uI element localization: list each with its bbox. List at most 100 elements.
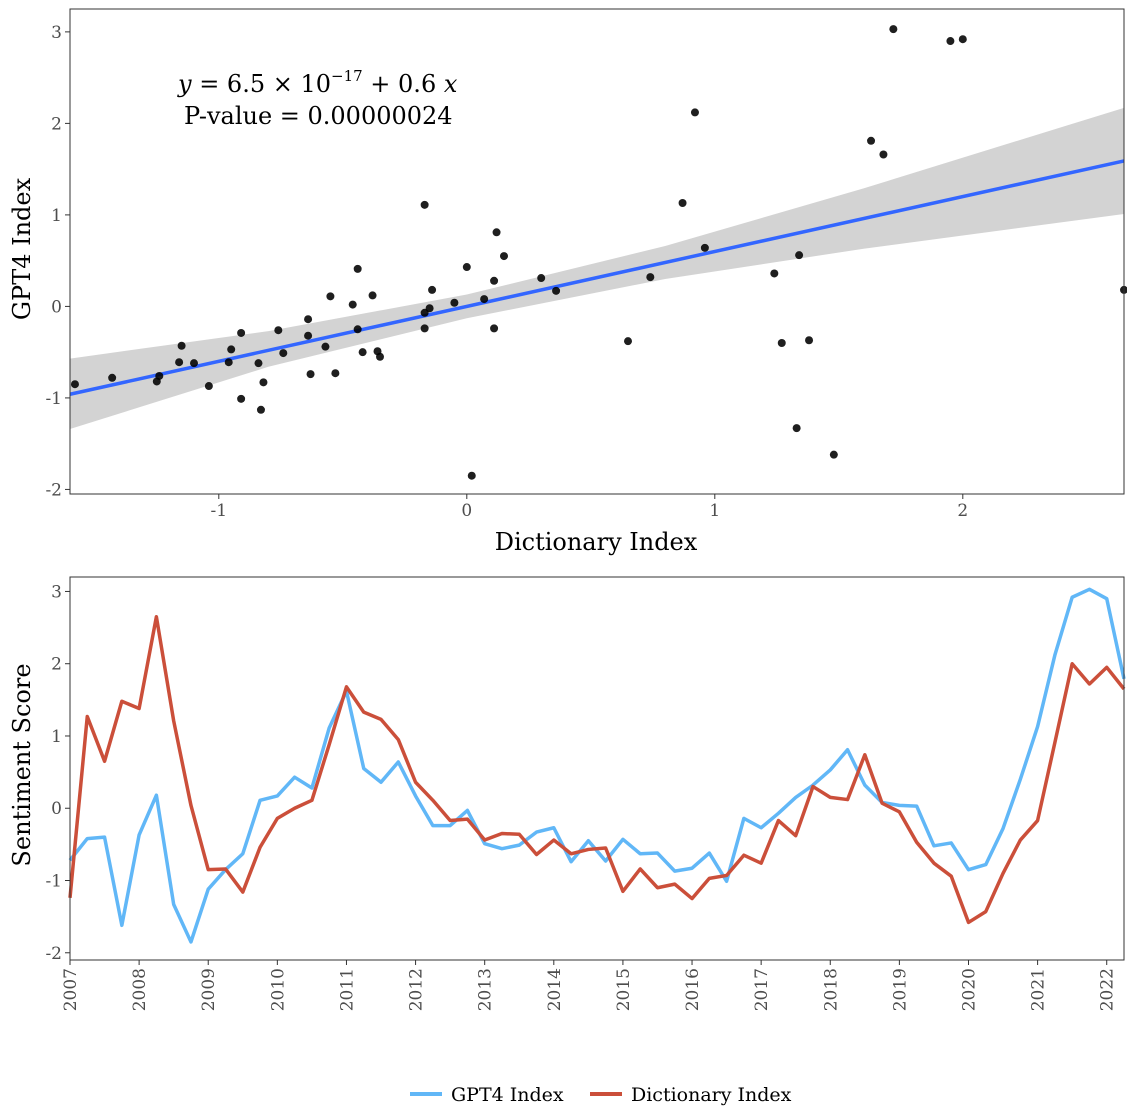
y-tick-label: 2: [51, 655, 62, 675]
scatter-point: [321, 342, 330, 351]
y-tick-label: 0: [51, 799, 62, 819]
scatter-point: [376, 352, 384, 361]
scatter-y-axis-ticks: -2 -1 0 1 2 3: [45, 23, 70, 500]
scatter-point: [805, 336, 814, 345]
scatter-point: [490, 276, 499, 285]
scatter-point: [274, 326, 283, 335]
x-tick-label: 0: [461, 501, 472, 521]
scatter-point: [368, 291, 377, 300]
scatter-point: [889, 25, 898, 34]
x-tick-label: 2012: [407, 968, 427, 1011]
regression-pvalue: P-value = 0.00000024: [184, 102, 453, 130]
scatter-point: [326, 292, 335, 301]
equation-body: = 6.5 × 10: [192, 70, 331, 98]
x-tick-label: 2008: [130, 968, 150, 1011]
x-tick-label: 2: [957, 501, 968, 521]
legend-label-gpt4-index: GPT4 Index: [451, 1084, 564, 1106]
scatter-point: [304, 315, 313, 324]
y-tick-label: -2: [45, 480, 62, 500]
y-tick-label: 3: [51, 23, 62, 43]
scatter-point: [829, 450, 838, 459]
scatter-point: [254, 359, 263, 368]
scatter-point: [879, 150, 888, 159]
scatter-point: [190, 359, 198, 368]
x-tick-label: -1: [211, 501, 228, 521]
scatter-point: [450, 298, 459, 307]
scatter-point: [420, 324, 429, 333]
scatter-point: [795, 251, 804, 260]
x-tick-label: 2022: [1098, 968, 1118, 1011]
confidence-band-layer: [70, 107, 1124, 430]
scatter-point: [537, 274, 546, 283]
scatter-point: [279, 349, 288, 358]
time-series-y-axis-ticks: -2 -1 0 1 2 3: [45, 582, 70, 964]
scatter-point: [462, 263, 471, 272]
scatter-point: [304, 331, 313, 340]
time-series-panel: 2007 2008 2009 2010 2011 2012 2013 2014 2015 2016…: [8, 576, 1126, 1011]
scatter-point: [552, 286, 561, 295]
scatter-y-axis-title: GPT4 Index: [8, 177, 36, 320]
time-series-y-axis-title: Sentiment Score: [8, 663, 36, 866]
scatter-point: [353, 264, 362, 273]
scatter-point: [108, 373, 117, 382]
scatter-point: [777, 339, 786, 348]
x-tick-label: 2019: [890, 968, 910, 1011]
scatter-point: [237, 394, 246, 403]
scatter-point: [155, 371, 164, 380]
scatter-point: [467, 471, 476, 480]
y-tick-label: -2: [45, 944, 62, 964]
y-tick-label: 0: [51, 297, 62, 317]
x-tick-label: 2010: [268, 968, 288, 1011]
scatter-point: [224, 358, 233, 367]
scatter-point: [227, 345, 236, 354]
scatter-point: [353, 325, 362, 334]
equation-x: x: [444, 70, 458, 98]
x-tick-label: 2021: [1029, 968, 1049, 1011]
scatter-point: [480, 295, 489, 304]
scatter-point: [177, 341, 186, 350]
scatter-point: [958, 35, 967, 44]
scatter-point: [867, 136, 876, 145]
scatter-point: [700, 243, 709, 252]
confidence-band: [70, 107, 1124, 430]
scatter-points-layer: [70, 25, 1127, 480]
y-tick-label: 1: [51, 206, 62, 226]
series-lines-layer: [68, 587, 1126, 944]
regression-equation: y = 6.5 × 10−17 + 0.6 x: [177, 67, 458, 98]
scatter-point: [770, 269, 779, 278]
scatter-point: [306, 370, 315, 379]
time-series-x-axis-ticks: 2007 2008 2009 2010 2011 2012 2013 2014 2015 2016…: [61, 960, 1118, 1011]
scatter-x-axis-ticks: -1 0 1 2: [211, 494, 968, 521]
scatter-point: [690, 108, 699, 117]
scatter-plot-panel: -1 0 1 2 -2 -1 0 1 2 3 y = 6.5 × 10−17 + 0.6 x P…: [8, 8, 1127, 556]
x-tick-label: 2007: [61, 968, 81, 1011]
x-tick-label: 2018: [821, 968, 841, 1011]
x-tick-label: 2017: [752, 968, 772, 1011]
scatter-point: [500, 252, 508, 261]
x-tick-label: 2013: [476, 968, 496, 1011]
x-tick-label: 2015: [614, 968, 634, 1011]
series-line-dictionary-index: [68, 614, 1126, 925]
equation-exponent: −17: [331, 67, 363, 85]
legend: GPT4 Index Dictionary Index: [410, 1084, 792, 1106]
scatter-point: [678, 199, 687, 207]
time-series-frame: [69, 576, 1125, 961]
scatter-point: [175, 358, 184, 367]
scatter-point: [358, 348, 367, 357]
x-tick-label: 2016: [683, 968, 703, 1011]
series-line-gpt4-index: [68, 587, 1126, 944]
scatter-point: [492, 228, 501, 237]
scatter-point: [946, 37, 955, 46]
scatter-point: [490, 324, 499, 333]
scatter-x-axis-title: Dictionary Index: [495, 528, 698, 556]
y-tick-label: 2: [51, 114, 62, 134]
equation-rest: + 0.6: [363, 70, 444, 98]
scatter-point: [256, 405, 265, 414]
scatter-point: [331, 369, 340, 378]
scatter-point: [428, 285, 437, 294]
x-tick-label: 2014: [545, 968, 565, 1011]
scatter-point: [420, 200, 429, 209]
scatter-point: [259, 378, 268, 387]
scatter-point: [624, 337, 632, 346]
